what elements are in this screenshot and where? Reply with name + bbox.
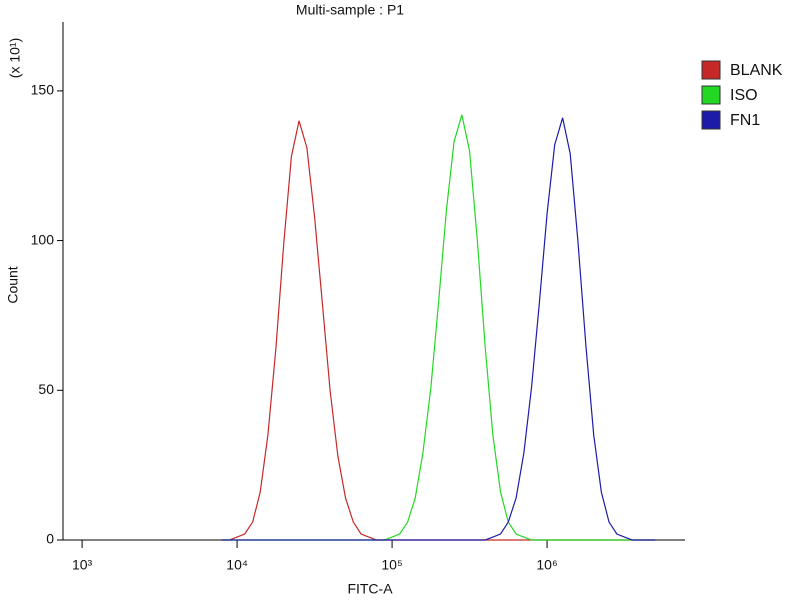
y-tick-label: 50 [38, 381, 54, 397]
y-tick-label: 100 [31, 231, 55, 247]
x-tick-label: 10³ [72, 557, 93, 573]
y-axis-label: Count [5, 266, 21, 303]
y-tick-label: 0 [46, 531, 54, 547]
y-axis-multiplier: (x 10¹) [7, 38, 23, 78]
legend-swatch [701, 85, 721, 105]
chart-title: Multi-sample : P1 [296, 2, 404, 18]
y-tick-label: 150 [31, 82, 55, 98]
legend-swatch [701, 60, 721, 80]
x-tick-label: 10⁵ [381, 557, 402, 573]
series-line [221, 114, 656, 541]
x-tick-label: 10⁴ [226, 557, 248, 573]
series-line [221, 120, 656, 541]
x-axis-label: FITC-A [347, 581, 393, 597]
legend-swatch [701, 110, 721, 130]
x-tick-label: 10⁶ [536, 557, 557, 573]
legend-label: ISO [730, 87, 758, 104]
series-line [221, 117, 656, 541]
legend-label: BLANK [730, 62, 783, 79]
legend-label: FN1 [730, 112, 760, 129]
